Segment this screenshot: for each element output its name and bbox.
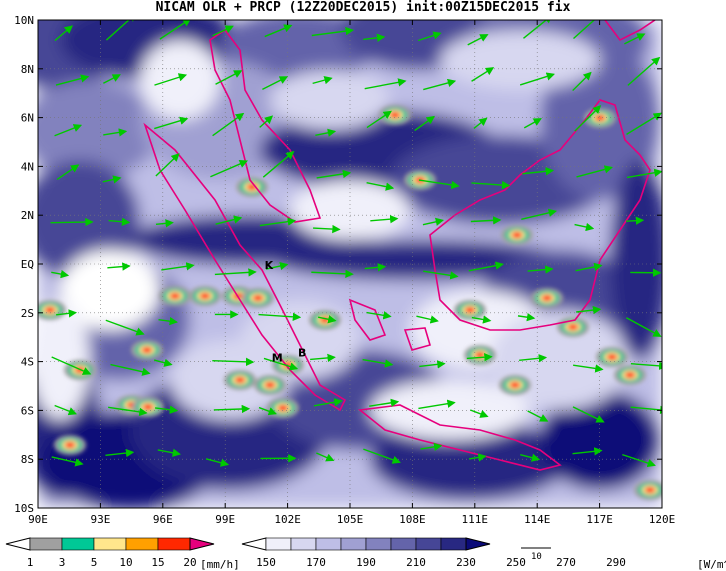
lat-label: 6N [21, 112, 34, 125]
olr-level-label: 170 [306, 556, 326, 569]
reference-vector-label: 10 [531, 552, 542, 562]
lon-label: 117E [586, 513, 613, 526]
precip-level-label: 10 [119, 556, 132, 569]
lat-label: 4N [21, 160, 34, 173]
lat-label: 2S [21, 307, 34, 320]
axis-ticks [37, 19, 663, 509]
precip-level-label: 15 [151, 556, 164, 569]
place-label: B [298, 347, 306, 360]
reference-vector: 10 [521, 547, 551, 562]
wind-vectors [50, 20, 662, 468]
lon-label: 114E [524, 513, 551, 526]
place-label: M [272, 352, 283, 365]
lat-label: 4S [21, 356, 34, 369]
precip-legend: 1 3 5 10 15 20 [5, 537, 215, 569]
lon-label: 120E [649, 513, 676, 526]
olr-level-label: 290 [606, 556, 626, 569]
lat-label: 2N [21, 209, 34, 222]
lat-label: 10S [14, 502, 34, 515]
olr-level-label: 150 [256, 556, 276, 569]
precip-level-label: 20 [183, 556, 196, 569]
precip-level-label: 1 [27, 556, 34, 569]
olr-level-label: 250 [506, 556, 526, 569]
precip-level-label: 3 [59, 556, 66, 569]
lat-label: 8S [21, 453, 34, 466]
precip-level-label: 5 [91, 556, 98, 569]
map-title: NICAM OLR + PRCP (12Z20DEC2015) init:00Z… [155, 0, 571, 15]
lon-label: 93E [90, 513, 110, 526]
olr-unit: [W/m^2] [697, 558, 726, 571]
lon-label: 96E [153, 513, 173, 526]
lat-label: 10N [14, 14, 34, 27]
lat-label: EQ [21, 258, 34, 271]
lat-label: 6S [21, 404, 34, 417]
place-label: K [265, 259, 274, 272]
lon-label: 102E [274, 513, 301, 526]
olr-level-label: 210 [406, 556, 426, 569]
lon-label: 90E [28, 513, 48, 526]
lon-label: 111E [462, 513, 489, 526]
olr-legend: 150 170 190 210 230 250 270 290 [241, 537, 626, 569]
precip-unit: [mm/h] [200, 558, 240, 571]
olr-level-label: 190 [356, 556, 376, 569]
lat-label: 8N [21, 63, 34, 76]
olr-level-label: 230 [456, 556, 476, 569]
lon-label: 108E [399, 513, 426, 526]
olr-level-label: 270 [556, 556, 576, 569]
lon-label: 105E [337, 513, 364, 526]
lon-label: 99E [215, 513, 235, 526]
